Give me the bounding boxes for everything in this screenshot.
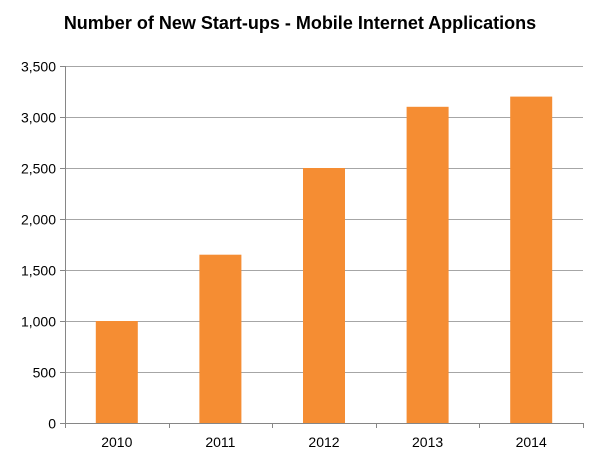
x-tick-label: 2012 xyxy=(308,434,339,450)
y-tick-label: 3,500 xyxy=(21,59,56,75)
chart-title: Number of New Start-ups - Mobile Interne… xyxy=(63,13,537,33)
bar-2011 xyxy=(199,254,242,423)
x-tick-label: 2010 xyxy=(101,434,132,450)
tick-labels: 0 500 1,000 1,500 2,000 2,500 3,000 3,500 2010 20… xyxy=(21,59,547,451)
y-tick-label: 1,500 xyxy=(21,263,56,279)
bar-2010 xyxy=(95,321,138,423)
x-tick-label: 2014 xyxy=(516,434,547,450)
y-tick-label: 0 xyxy=(48,416,56,432)
y-tick-label: 2,500 xyxy=(21,161,56,177)
bar-2012 xyxy=(303,168,345,423)
bar-2013 xyxy=(406,106,449,424)
x-tick-label: 2011 xyxy=(205,434,235,450)
bar-2014 xyxy=(510,96,553,423)
y-tick-label: 500 xyxy=(33,365,57,381)
bars xyxy=(95,96,553,424)
y-tick-label: 3,000 xyxy=(21,110,56,126)
x-tick-label: 2013 xyxy=(412,434,443,450)
axes xyxy=(60,66,584,428)
y-tick-label: 1,000 xyxy=(21,314,56,330)
y-tick-label: 2,000 xyxy=(21,212,56,228)
